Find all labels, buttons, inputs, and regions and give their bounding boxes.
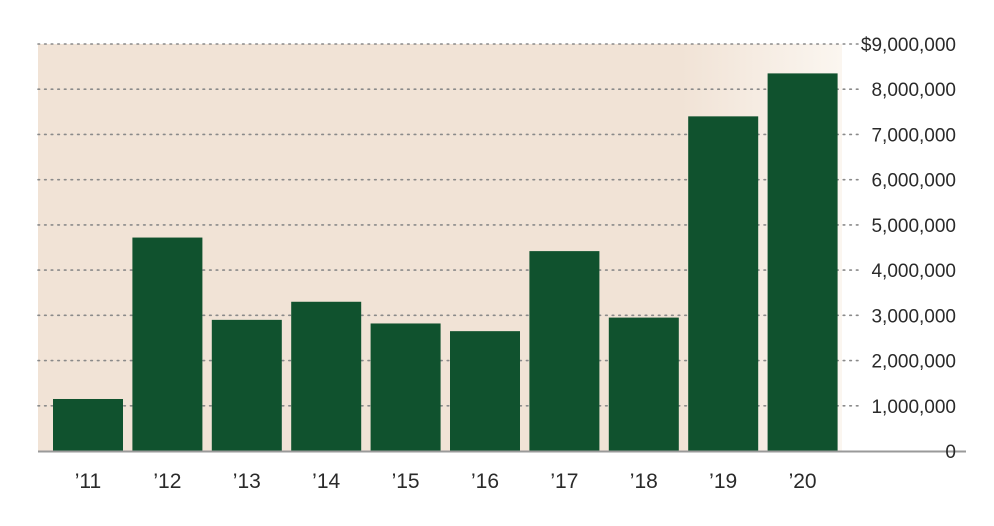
bar	[370, 323, 441, 451]
x-tick-label: ’11	[75, 470, 101, 493]
x-tick-label: ’19	[709, 470, 737, 493]
bar	[529, 251, 600, 451]
bar	[291, 301, 362, 451]
y-axis-tick-labels: 0 1,000,000 2,000,000 3,000,000 4,000,000 5,0…	[861, 35, 956, 463]
y-tick-label: 3,000,000	[871, 306, 956, 327]
bar	[450, 331, 520, 451]
y-tick-label: $9,000,000	[861, 35, 956, 56]
x-tick-label: ’15	[392, 470, 420, 493]
gridlines	[37, 43, 859, 407]
x-tick-label: ’16	[471, 470, 499, 493]
y-tick-label: 8,000,000	[871, 80, 956, 101]
bar	[53, 398, 123, 451]
x-tick-label: ’17	[550, 470, 578, 493]
bar	[132, 237, 203, 451]
x-tick-label: ’20	[789, 470, 817, 493]
x-axis-tick-labels: ’11 ’12 ’13 ’14 ’15 ’16 ’17 ’18 ’19 ’20	[75, 470, 817, 493]
bar	[211, 319, 282, 451]
bars	[53, 73, 838, 452]
x-tick-label: ’14	[312, 470, 340, 493]
x-tick-label: ’12	[153, 470, 181, 493]
x-tick-label: ’13	[233, 470, 261, 493]
bar	[608, 317, 679, 451]
bar	[688, 116, 759, 451]
x-tick-label: ’18	[630, 470, 658, 493]
y-tick-label: 5,000,000	[871, 216, 956, 237]
y-tick-label: 1,000,000	[871, 397, 956, 418]
y-tick-label: 2,000,000	[871, 352, 956, 373]
y-tick-label: 6,000,000	[871, 171, 956, 192]
y-tick-label: 7,000,000	[871, 125, 956, 146]
bar	[767, 73, 838, 452]
y-tick-label: 4,000,000	[871, 261, 956, 282]
y-tick-label: 0	[945, 442, 956, 463]
